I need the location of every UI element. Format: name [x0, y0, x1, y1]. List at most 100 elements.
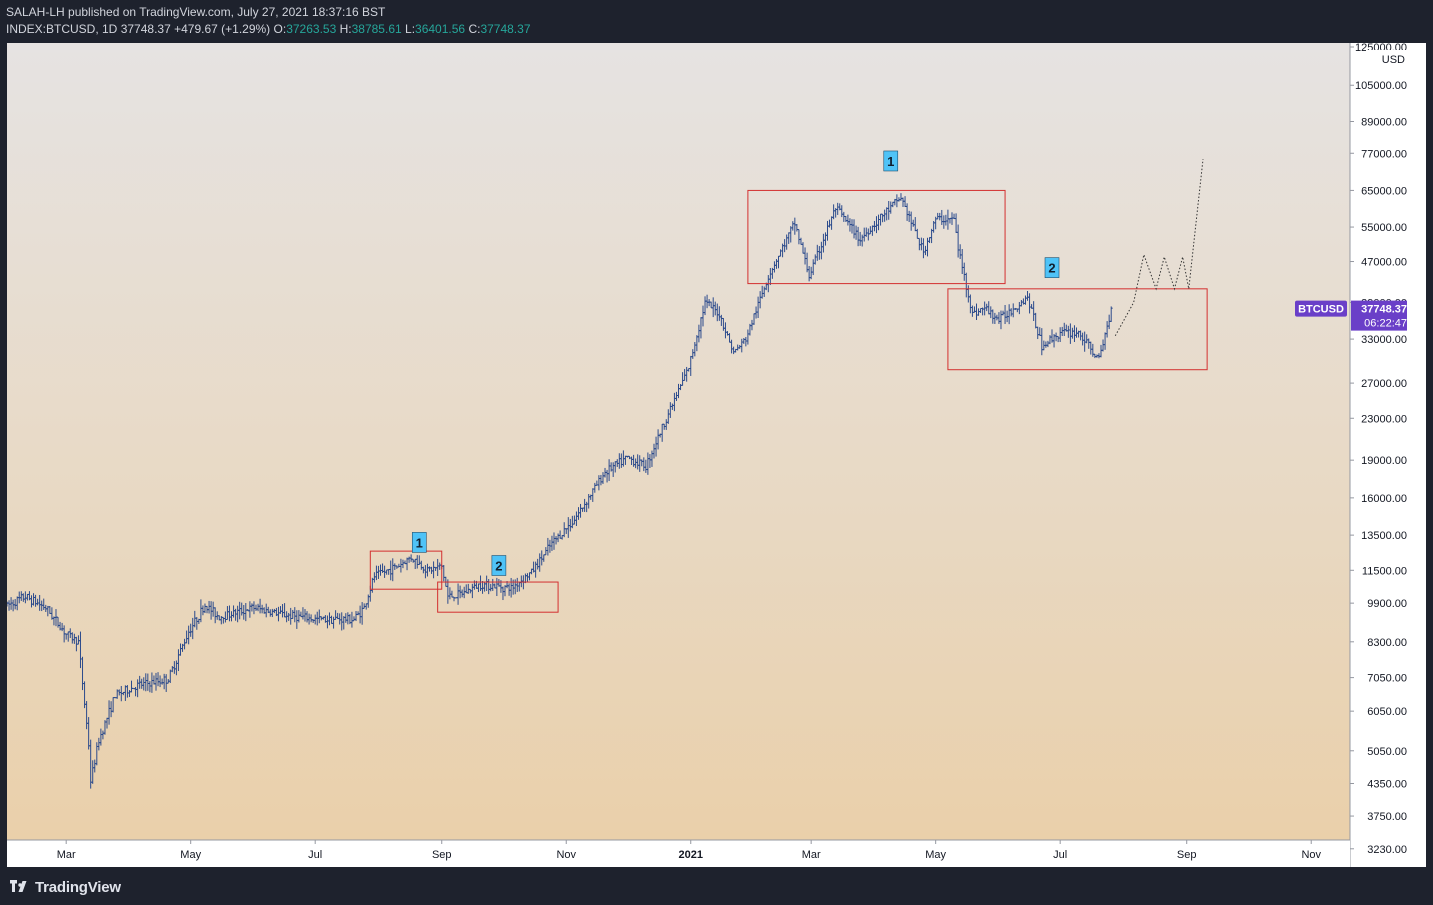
- ohlc-bar: [672, 392, 676, 412]
- price-tick-label: 19000.00: [1361, 455, 1407, 467]
- ohlc-bar: [89, 739, 93, 789]
- ohlc-bar: [405, 557, 409, 571]
- wave-badge-2[interactable]: [491, 555, 507, 576]
- ohlc-bar: [579, 503, 583, 518]
- ohlc-bar: [699, 317, 703, 339]
- ohlc-bar: [921, 238, 925, 259]
- ohlc-bar: [1023, 295, 1027, 305]
- ohlc-bar: [666, 409, 670, 424]
- ohlc-bar: [966, 285, 970, 303]
- close-label: C:: [468, 22, 481, 36]
- ohlc-bar: [703, 296, 707, 316]
- ohlc-bar: [356, 611, 360, 616]
- ohlc-bar: [168, 669, 172, 684]
- ohlc-bar: [264, 603, 268, 618]
- range-box-3[interactable]: [747, 189, 1006, 285]
- ohlc-bar: [762, 286, 766, 297]
- chart-area[interactable]: 125000.00 105000.00 89000.00 77000.00 65000.…: [7, 43, 1426, 867]
- ohlc-bar: [123, 685, 127, 701]
- price-tick-label: 6050.00: [1367, 706, 1407, 718]
- ohlc-bar: [130, 680, 134, 693]
- ohlc-bar: [448, 587, 452, 600]
- ohlc-bar: [974, 303, 978, 320]
- ohlc-bar: [76, 635, 80, 645]
- last-price-badge[interactable]: [1351, 300, 1407, 331]
- tradingview-footer[interactable]: TradingView: [8, 877, 121, 897]
- currency-unit-label: USD: [1382, 54, 1405, 66]
- ohlc-bar: [305, 611, 309, 623]
- ohlc-bar: [979, 308, 983, 313]
- brand-name: TradingView: [35, 878, 121, 896]
- ohlc-bar: [638, 455, 642, 472]
- ohlc-bar: [701, 305, 705, 327]
- price-tick-label: 3750.00: [1367, 811, 1407, 823]
- ohlc-bar: [985, 303, 989, 312]
- ohlc-bar: [232, 605, 236, 618]
- ohlc-bar: [391, 558, 395, 582]
- ohlc-bar: [172, 661, 176, 674]
- ohlc-bar: [385, 569, 389, 575]
- ohlc-bar: [879, 213, 883, 226]
- ohlc-bar: [719, 314, 723, 326]
- ohlc-bar: [640, 459, 644, 467]
- ohlc-bar: [456, 583, 460, 605]
- ohlc-bar: [362, 603, 366, 609]
- ohlc-bar: [278, 606, 282, 614]
- range-box-2[interactable]: [437, 581, 559, 613]
- ohlc-bar: [470, 583, 474, 599]
- ohlc-bar: [485, 575, 489, 591]
- ohlc-bar: [746, 329, 750, 345]
- ohlc-bar: [858, 231, 862, 246]
- ohlc-bar: [327, 612, 331, 626]
- wave-badge-4[interactable]: [1044, 257, 1060, 278]
- ohlc-bar: [342, 616, 346, 630]
- ohlc-bar: [109, 701, 113, 718]
- ohlc-bar: [238, 601, 242, 620]
- ohlc-bar: [213, 607, 217, 624]
- range-box-1[interactable]: [369, 550, 443, 590]
- price-tick-label: 89000.00: [1361, 116, 1407, 128]
- symbol-price-badge[interactable]: [1295, 300, 1347, 317]
- symbol-label[interactable]: INDEX:BTCUSD, 1D: [6, 22, 118, 36]
- wave-badge-3[interactable]: [883, 150, 899, 172]
- wave-badge-1[interactable]: [411, 532, 427, 553]
- range-box-4[interactable]: [947, 288, 1208, 371]
- ohlc-bar: [656, 429, 660, 450]
- ohlc-bar: [791, 221, 795, 231]
- ohlc-bar: [281, 604, 285, 618]
- ohlc-bar: [21, 593, 25, 602]
- ohlc-bar: [991, 309, 995, 324]
- ohlc-bar: [793, 217, 797, 235]
- ohlc-bar: [160, 678, 164, 685]
- bar-countdown-label: 06:22:47: [1364, 318, 1407, 330]
- price-chart[interactable]: 125000.00 105000.00 89000.00 77000.00 65000.…: [7, 43, 1426, 867]
- price-tick-label: 33000.00: [1361, 334, 1407, 346]
- projection-path[interactable]: [1114, 158, 1204, 337]
- ohlc-bar: [125, 685, 129, 698]
- price-axis-pane[interactable]: [1350, 43, 1426, 867]
- ohlc-bar: [1087, 338, 1091, 349]
- ohlc-bar: [777, 255, 781, 269]
- ohlc-bar: [1011, 303, 1015, 318]
- ohlc-bar: [946, 209, 950, 230]
- ohlc-bar: [176, 649, 180, 672]
- ohlc-bar: [446, 579, 450, 604]
- ohlc-bar: [56, 616, 60, 628]
- ohlc-bar: [134, 686, 138, 697]
- unit-label-bg: [1366, 50, 1408, 67]
- ohlc-bar: [536, 558, 540, 570]
- ohlc-bar: [352, 616, 356, 622]
- price-tick-label: 47000.00: [1361, 257, 1407, 269]
- ohlc-bar: [836, 202, 840, 215]
- time-axis-pane[interactable]: [7, 840, 1350, 867]
- ohlc-bar: [772, 261, 776, 273]
- ohlc-bar: [901, 197, 905, 207]
- ohlc-bar: [648, 454, 652, 469]
- open-label: O:: [273, 22, 287, 36]
- ohlc-bar: [583, 498, 587, 512]
- price-change: +479.67 (+1.29%): [174, 22, 271, 36]
- ohlc-bar: [95, 742, 99, 766]
- ohlc-bar: [270, 608, 274, 618]
- ohlc-bar: [623, 455, 627, 465]
- price-tick-label: 105000.00: [1355, 80, 1407, 92]
